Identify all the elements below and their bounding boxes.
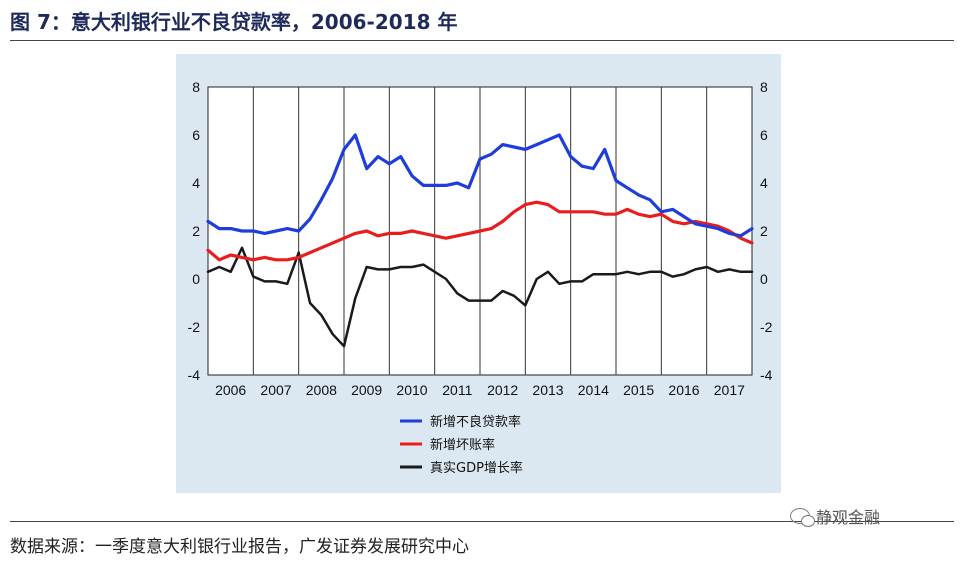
x-tick-label: 2008 — [306, 382, 337, 398]
y-tick-label-left: 0 — [192, 271, 200, 287]
x-tick-label: 2012 — [487, 382, 518, 398]
x-tick-label: 2009 — [351, 382, 382, 398]
x-tick-label: 2013 — [532, 382, 563, 398]
chart-panel: -4 -2 0 2 4 6 8 -4 -2 0 2 4 6 8 2006 2007 2008 2009 2010… — [176, 54, 781, 493]
bottom-rule — [10, 521, 954, 522]
legend-label: 真实GDP增长率 — [430, 460, 523, 476]
legend-label: 新增坏账率 — [430, 437, 495, 453]
x-tick-label: 2007 — [260, 382, 291, 398]
y-tick-label-right: -2 — [760, 319, 773, 335]
series-line-2 — [206, 200, 754, 262]
y-tick-label-left: -4 — [188, 367, 201, 383]
figure-title: 图 7：意大利银行业不良贷款率，2006-2018 年 — [10, 10, 458, 34]
series-lines — [206, 133, 754, 348]
y-tick-label-right: 2 — [760, 223, 768, 239]
x-tick-label: 2010 — [396, 382, 427, 398]
x-tick-label: 2006 — [215, 382, 246, 398]
top-rule — [10, 40, 954, 41]
watermark: 静观金融 — [790, 504, 880, 528]
y-tick-label-left: 6 — [192, 127, 200, 143]
line-chart: -4 -2 0 2 4 6 8 -4 -2 0 2 4 6 8 2006 2007 2008 2009 2010… — [188, 79, 773, 476]
x-tick-label: 2015 — [623, 382, 654, 398]
x-tick-label: 2016 — [668, 382, 699, 398]
left-y-axis: -4 -2 0 2 4 6 8 — [188, 79, 201, 383]
x-tick-label: 2017 — [714, 382, 745, 398]
y-tick-label-left: 4 — [192, 175, 200, 191]
series-line-3 — [206, 246, 754, 348]
y-tick-label-left: 2 — [192, 223, 200, 239]
y-tick-label-right: 8 — [760, 79, 768, 95]
x-tick-label: 2011 — [442, 382, 472, 398]
y-tick-label-right: 0 — [760, 271, 768, 287]
y-tick-label-left: 8 — [192, 79, 200, 95]
wechat-icon — [790, 508, 815, 527]
source-note: 数据来源：一季度意大利银行业报告，广发证券发展研究中心 — [10, 537, 469, 557]
y-tick-label-right: -4 — [760, 367, 773, 383]
legend-label: 新增不良贷款率 — [430, 414, 521, 430]
y-tick-label-right: 6 — [760, 127, 768, 143]
year-separators — [252, 87, 708, 375]
series-line-1 — [206, 133, 754, 238]
right-y-axis: -4 -2 0 2 4 6 8 — [760, 79, 773, 383]
x-tick-label: 2014 — [578, 382, 609, 398]
y-tick-label-right: 4 — [760, 175, 768, 191]
watermark-text: 静观金融 — [816, 508, 881, 527]
x-axis: 2006 2007 2008 2009 2010 2011 2012 2013 2014 2015… — [215, 382, 745, 398]
y-tick-label-left: -2 — [188, 319, 201, 335]
